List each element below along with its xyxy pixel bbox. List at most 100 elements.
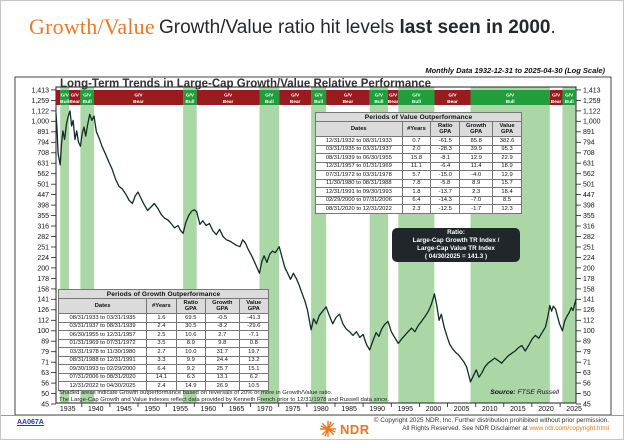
table-cell: 8.9 [175, 338, 206, 349]
y-axis-label: 50 [41, 391, 49, 398]
column-header: Dates [315, 121, 403, 138]
headline-bold: last seen in 2000 [399, 17, 551, 38]
band-label-top: G/V [565, 93, 574, 99]
table-cell: 9.2 [175, 364, 206, 374]
y-axis-label: 126 [583, 307, 595, 314]
y-axis-label: 89 [41, 339, 49, 346]
band-label-top: G/V [506, 93, 515, 99]
y-axis-label: 282 [37, 234, 49, 241]
table-row: 02/29/2000 to 07/31/2006 6.4 -14.3 -7.0 8.5 [315, 195, 522, 206]
column-header: Growth GPA [459, 121, 494, 138]
y-axis-label: 63 [583, 370, 591, 377]
table-cell: -4.0 [459, 170, 494, 180]
table-row: 03/31/1978 to 11/30/1980 2.7 10.0 31.7 19.7 [57, 347, 270, 357]
y-axis-label: 126 [37, 307, 49, 314]
y-axis-label: 316 [583, 223, 595, 230]
band-label-top: G/V [71, 93, 80, 99]
footnote-shaded-areas: Shaded areas indicate Growth outperforma… [59, 390, 333, 396]
gv-bear-band-segment [94, 90, 184, 105]
x-axis-label: 1990 [369, 406, 385, 413]
table-cell: 69.5 [175, 313, 206, 323]
ndr-logo-text: NDR [340, 421, 370, 437]
y-axis-label: 891 [37, 129, 49, 136]
gv-bear-band-segment [279, 90, 312, 105]
table-cell: 06/30/1955 to 12/31/1957 [57, 330, 148, 340]
table-cell: 13.2 [238, 355, 270, 366]
gv-bull-band-segment [259, 90, 280, 105]
footer-divider [1, 415, 624, 416]
column-header: Dates [57, 298, 148, 315]
y-axis-label: 1,122 [31, 108, 49, 115]
gv-bear-band-segment [69, 90, 81, 105]
table-cell: -6.4 [430, 161, 461, 172]
source-value: FTSE Russell [515, 389, 559, 396]
growth-outperformance-table: Periods of Growth Outperformance Dates #Ye… [57, 288, 270, 391]
table-cell: 2.7 [146, 347, 177, 357]
copyright-line-1: © Copyright 2025 NDR, Inc. Further distr… [373, 417, 609, 424]
band-label-top: G/V [83, 93, 92, 99]
table-cell: -13.7 [430, 187, 461, 197]
y-axis-label: 631 [583, 161, 595, 168]
y-axis-label: 562 [37, 171, 49, 178]
copyright-line-2-prefix: All Rights Reserved. See NDR Disclaimer … [402, 424, 530, 432]
table-cell: 15.8 [401, 153, 432, 163]
copyright-line-2: All Rights Reserved. See NDR Disclaimer … [374, 425, 609, 433]
table-cell: -29.6 [238, 321, 270, 332]
gv-bear-band-segment [196, 90, 260, 105]
table-cell: 1.8 [401, 187, 432, 197]
x-axis-label: 2015 [510, 406, 526, 413]
table-title: Periods of Growth Outperformance [58, 288, 269, 300]
table-cell: -7.1 [238, 330, 270, 340]
gv-bear-band-segment [434, 90, 471, 105]
band-label-bull: Bull [265, 99, 274, 105]
band-label-top: G/V [552, 93, 561, 99]
table-row: 01/31/1969 to 07/31/1972 3.5 8.9 9.8 0.8 [57, 338, 270, 349]
table-cell: 39.9 [459, 144, 494, 155]
y-axis-label: 112 [38, 318, 49, 325]
band-label-top: G/V [291, 93, 300, 99]
x-axis-label: 1955 [172, 406, 188, 413]
table-cell: 8.5 [492, 195, 522, 206]
ndr-disclaimer-link[interactable]: www.ndr.com/copyright.html [529, 424, 609, 432]
gv-bull-band-segment [183, 90, 197, 105]
table-cell: 03/31/1978 to 11/30/1980 [57, 347, 148, 357]
table-title: Periods of Value Outperformance [315, 111, 522, 123]
band-label-top: G/V [314, 93, 323, 99]
y-axis-label: 631 [37, 161, 49, 168]
table-cell: 6.4 [146, 364, 177, 374]
band-label-bear: Bear [388, 99, 399, 105]
y-axis-label: 1,000 [31, 119, 49, 126]
table-cell: 2.7 [204, 330, 240, 340]
y-axis-label: 447 [583, 192, 595, 199]
ndr-logo-icon [319, 420, 337, 438]
chart-subtitle: Monthly Data 1932-12-31 to 2025-04-30 (L… [425, 66, 605, 75]
table-cell: 85.8 [459, 136, 494, 146]
source-note: Source: FTSE Russell [490, 389, 559, 396]
y-axis-label: 447 [37, 192, 49, 199]
column-header: Ratio GPA [175, 298, 206, 315]
table-cell: 08/31/1988 to 12/31/1991 [57, 355, 148, 366]
table-cell: 25.7 [204, 364, 240, 374]
y-axis-label: 71 [583, 360, 591, 367]
gv-bull-band-segment [60, 90, 70, 105]
x-axis-label: 2010 [482, 406, 498, 413]
column-header: Ratio GPA [430, 121, 461, 138]
table-cell: 18.9 [492, 161, 522, 172]
table-cell: 7.8 [401, 178, 432, 189]
table-cell: 2.3 [459, 187, 494, 197]
y-axis-label: 891 [583, 129, 595, 136]
table-cell: -5.8 [430, 178, 461, 189]
table-row: 08/31/1933 to 03/31/1935 1.6 69.5 -0.5 -41.3 [57, 313, 270, 323]
band-label-bear: Bear [290, 99, 301, 105]
x-axis-label: 2025 [566, 406, 582, 413]
table-cell: 15.1 [238, 364, 270, 374]
y-axis-label: 398 [37, 203, 49, 210]
ratio-line [55, 110, 577, 383]
y-axis-label: 708 [37, 150, 49, 157]
table-cell: 6.3 [175, 372, 206, 383]
y-axis-label: 200 [583, 265, 595, 272]
band-label-top: G/V [134, 93, 143, 99]
table-cell: 1.6 [146, 313, 177, 323]
y-axis-label: 355 [583, 213, 595, 220]
table-cell: 2.3 [401, 204, 432, 214]
